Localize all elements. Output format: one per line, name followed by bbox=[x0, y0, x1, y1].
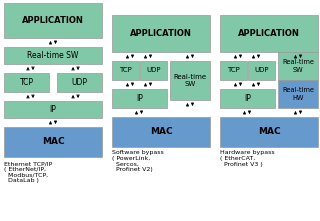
Text: APPLICATION: APPLICATION bbox=[238, 29, 300, 38]
Text: MAC: MAC bbox=[258, 128, 280, 137]
Text: IP: IP bbox=[244, 94, 251, 103]
Bar bbox=[4, 47, 102, 64]
Bar bbox=[248, 61, 275, 80]
Bar bbox=[4, 127, 102, 157]
Bar bbox=[220, 15, 318, 52]
Text: Ethernet TCP/IP
( EtherNet/IP,
  Modbus/TCP,
  DataLab ): Ethernet TCP/IP ( EtherNet/IP, Modbus/TC… bbox=[4, 161, 52, 183]
Text: TCP: TCP bbox=[119, 67, 132, 74]
Bar bbox=[112, 117, 210, 147]
Text: MAC: MAC bbox=[150, 128, 172, 137]
Text: Hardware bypass
( EtherCAT,
  Profinet V3 ): Hardware bypass ( EtherCAT, Profinet V3 … bbox=[220, 150, 275, 167]
Bar bbox=[278, 52, 318, 80]
Bar bbox=[278, 80, 318, 108]
Text: Real-time
SW: Real-time SW bbox=[173, 74, 207, 87]
Bar bbox=[220, 89, 275, 108]
Text: TCP: TCP bbox=[227, 67, 240, 74]
Text: Software bypass
( PowerLink,
  Sercos,
  Profinet V2): Software bypass ( PowerLink, Sercos, Pro… bbox=[112, 150, 164, 172]
Text: IP: IP bbox=[136, 94, 143, 103]
Text: MAC: MAC bbox=[42, 137, 64, 147]
Text: TCP: TCP bbox=[20, 78, 34, 87]
Text: Real-time
HW: Real-time HW bbox=[282, 88, 314, 101]
Bar bbox=[4, 3, 102, 38]
Bar bbox=[170, 61, 210, 100]
Text: APPLICATION: APPLICATION bbox=[22, 16, 84, 25]
Text: Real-time SW: Real-time SW bbox=[27, 51, 79, 60]
Text: IP: IP bbox=[50, 105, 56, 114]
Text: UDP: UDP bbox=[254, 67, 269, 74]
Bar bbox=[112, 61, 139, 80]
Bar bbox=[4, 101, 102, 118]
Bar bbox=[220, 117, 318, 147]
Bar bbox=[220, 61, 247, 80]
Text: UDP: UDP bbox=[71, 78, 87, 87]
Bar bbox=[140, 61, 167, 80]
Text: UDP: UDP bbox=[146, 67, 161, 74]
Bar bbox=[112, 15, 210, 52]
Text: Real-time
SW: Real-time SW bbox=[282, 59, 314, 72]
Text: APPLICATION: APPLICATION bbox=[130, 29, 192, 38]
Bar bbox=[112, 89, 167, 108]
Bar bbox=[57, 73, 102, 92]
Bar bbox=[4, 73, 49, 92]
